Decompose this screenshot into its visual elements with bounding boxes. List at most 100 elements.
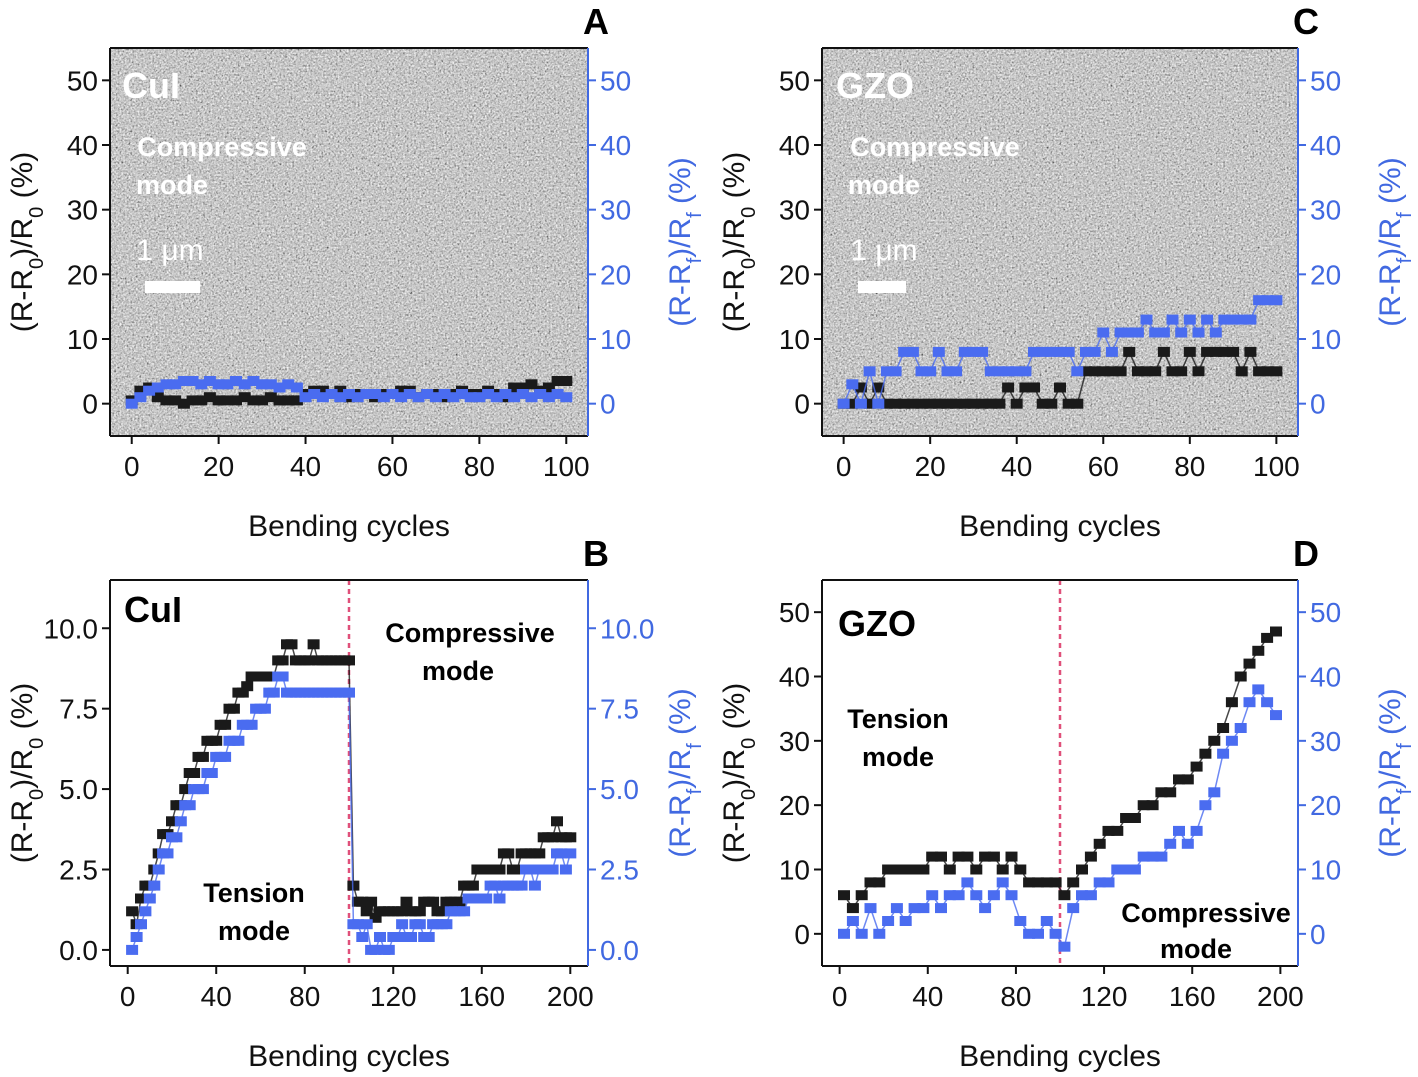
- data-point-blue: [276, 671, 289, 682]
- data-point-blue: [369, 944, 382, 955]
- data-point-blue: [219, 751, 232, 762]
- data-point-blue: [525, 392, 538, 403]
- data-point-blue: [1140, 314, 1153, 325]
- y2-tick-label: 50: [1310, 597, 1341, 628]
- data-point-blue: [1088, 346, 1101, 357]
- data-point-black: [984, 398, 997, 409]
- data-point-blue: [405, 932, 417, 942]
- data-point-blue: [267, 687, 280, 698]
- data-point-blue: [299, 392, 312, 403]
- data-point-blue: [1062, 346, 1075, 357]
- data-point-black: [846, 903, 859, 914]
- y-tick-label: 10: [779, 324, 810, 355]
- data-point-blue: [343, 389, 355, 399]
- data-point-blue: [564, 848, 577, 859]
- data-point-blue: [360, 389, 373, 399]
- data-point-blue: [221, 379, 234, 390]
- y-tick-label: 0.0: [59, 935, 98, 966]
- data-point-black: [943, 864, 956, 875]
- data-point-blue: [890, 903, 903, 914]
- data-point-black: [236, 687, 249, 698]
- series-blue: [126, 671, 577, 955]
- data-point-blue: [308, 389, 321, 399]
- x-tick-label: 80: [1000, 981, 1031, 1012]
- data-point-blue: [174, 816, 187, 827]
- data-point-blue: [395, 392, 408, 403]
- data-point-black: [838, 890, 850, 901]
- y-tick-label: 0: [794, 389, 810, 420]
- x-tick-label: 80: [464, 451, 495, 482]
- data-point-blue: [391, 932, 404, 942]
- data-point-blue: [935, 903, 947, 914]
- data-point-blue: [1120, 864, 1133, 875]
- data-point-black: [976, 398, 989, 409]
- data-point-blue: [872, 398, 885, 409]
- data-point-blue: [979, 903, 992, 914]
- y2-tick-label: 30: [1310, 726, 1341, 757]
- data-point-blue: [413, 919, 426, 930]
- data-point-black: [238, 392, 251, 403]
- data-point-blue: [952, 890, 965, 901]
- data-point-blue: [334, 392, 347, 403]
- data-point-blue: [1157, 327, 1170, 338]
- data-point-blue: [1190, 825, 1203, 836]
- y-tick-label: 20: [779, 259, 810, 290]
- data-point-blue: [1243, 697, 1256, 708]
- y-tick-label: 40: [67, 130, 98, 161]
- data-point-blue: [1261, 697, 1274, 708]
- data-point-black: [256, 395, 269, 406]
- data-point-black: [511, 864, 524, 875]
- data-point-black: [1005, 851, 1018, 862]
- y2-tick-label: 0: [1310, 389, 1326, 420]
- data-point-black: [1166, 366, 1179, 377]
- data-point-blue: [1084, 890, 1097, 901]
- y-tick-label: 50: [67, 65, 98, 96]
- data-point-blue: [135, 919, 147, 930]
- data-point-blue: [976, 346, 989, 357]
- data-point-black: [1002, 382, 1015, 393]
- data-point-black: [1199, 748, 1212, 759]
- data-point-blue: [1183, 314, 1196, 325]
- data-point-blue: [396, 919, 409, 930]
- y-tick-label: 10: [779, 855, 810, 886]
- data-point-blue: [559, 864, 572, 875]
- data-point-black: [1244, 346, 1257, 357]
- data-point-black: [135, 893, 147, 904]
- data-point-blue: [917, 903, 930, 914]
- y-tick-label: 50: [779, 597, 810, 628]
- scale-bar-label: 1 μm: [136, 234, 203, 267]
- data-point-blue: [1102, 877, 1115, 888]
- data-point-blue: [245, 719, 258, 730]
- data-point-blue: [926, 890, 939, 901]
- data-point-black: [493, 864, 506, 875]
- data-point-black: [551, 816, 563, 827]
- mode-annotation: Compressive: [1121, 898, 1291, 928]
- data-point-black: [516, 382, 529, 393]
- data-point-black: [880, 398, 893, 409]
- data-point-blue: [1201, 314, 1214, 325]
- data-point-blue: [908, 903, 921, 914]
- data-point-black: [508, 382, 521, 393]
- data-point-black: [1208, 735, 1221, 746]
- data-point-black: [1175, 366, 1188, 377]
- data-point-black: [356, 896, 369, 907]
- data-point-blue: [325, 389, 338, 399]
- data-point-black: [1067, 877, 1080, 888]
- panel-letter: D: [1293, 533, 1319, 574]
- panel-d: 0 40 80 120 160 2000102030405001020304050Bend…: [718, 533, 1416, 1073]
- scale-bar-label: 1 μm: [850, 234, 917, 267]
- data-point-blue: [967, 346, 980, 357]
- x-tick-label: 40: [912, 981, 943, 1012]
- data-point-blue: [996, 877, 1009, 888]
- data-point-black: [926, 851, 939, 862]
- data-point-blue: [970, 890, 983, 901]
- data-point-black: [1155, 787, 1168, 798]
- data-point-black: [1140, 366, 1153, 377]
- data-point-blue: [1093, 877, 1106, 888]
- data-point-blue: [1146, 851, 1159, 862]
- y2-tick-label: 50: [600, 65, 631, 96]
- data-point-blue: [1010, 366, 1023, 377]
- y-tick-label: 0: [82, 389, 98, 420]
- data-point-blue: [551, 389, 564, 399]
- data-point-blue: [499, 389, 512, 399]
